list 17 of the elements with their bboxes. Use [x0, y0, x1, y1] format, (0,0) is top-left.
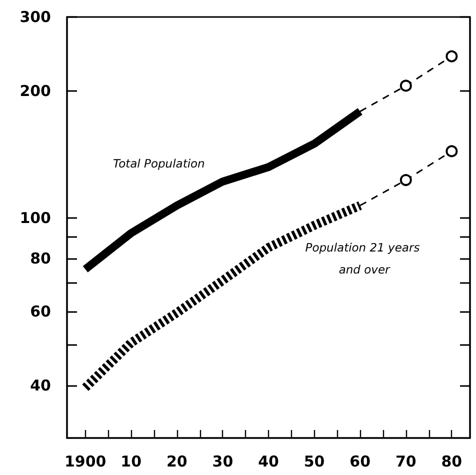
y-tick-label: 80 — [30, 250, 51, 268]
y-tick-label: 300 — [20, 8, 51, 26]
x-tick-label: 70 — [395, 452, 416, 470]
x-tick-label: 30 — [212, 452, 234, 470]
x-tick-label: 60 — [350, 452, 371, 470]
y-tick-label: 100 — [20, 208, 51, 227]
x-tick-label: 80 — [441, 452, 462, 470]
y-tick-label: 200 — [20, 82, 51, 100]
x-tick-label: 40 — [258, 452, 279, 470]
series-label: Population 21 years and over — [305, 240, 424, 276]
x-tick-label: 20 — [166, 452, 188, 470]
x-tick-label: 50 — [304, 452, 325, 470]
x-tick-label: 10 — [120, 452, 142, 470]
series-label: Total Population — [112, 156, 205, 170]
y-tick-label: 40 — [30, 376, 51, 394]
y-tick-label: 60 — [30, 302, 51, 320]
x-tick-label: 1900 — [64, 452, 106, 470]
